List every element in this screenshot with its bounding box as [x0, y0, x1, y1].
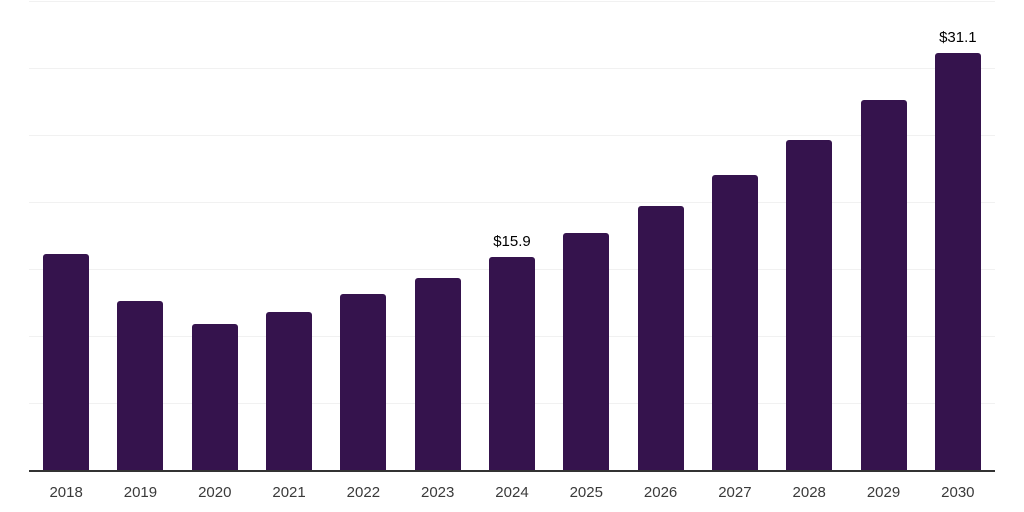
- bar-2023: [414, 278, 461, 470]
- x-axis-line: [29, 470, 995, 472]
- bar-2019: [117, 301, 164, 470]
- data-label-2024: $15.9: [493, 232, 531, 250]
- bar-2027: [711, 175, 758, 470]
- bar-2024: [489, 256, 535, 470]
- bar-2030: [934, 53, 981, 470]
- x-tick-2027: 2027: [718, 484, 752, 501]
- plot-area: $15.9 $31.1: [29, 0, 995, 470]
- x-tick-2030: 2030: [941, 484, 975, 501]
- bar-2028: [786, 140, 833, 470]
- x-tick-2022: 2022: [346, 484, 381, 501]
- x-tick-2025: 2025: [569, 484, 603, 501]
- x-tick-2026: 2026: [643, 484, 678, 501]
- x-tick-2024: 2024: [495, 484, 529, 501]
- gridline: [29, 201, 995, 203]
- x-tick-2021: 2021: [272, 484, 306, 501]
- gridline: [29, 0, 995, 2]
- bar-2021: [266, 311, 313, 470]
- x-tick-2020: 2020: [198, 484, 232, 501]
- bar-2025: [563, 232, 610, 470]
- bar-2022: [340, 294, 387, 470]
- data-label-2030: $31.1: [939, 29, 977, 47]
- bar-2018: [43, 254, 90, 470]
- x-tick-2018: 2018: [49, 484, 83, 501]
- x-axis-labels: 2018 2019 2020 2021 2022 2023 2024 2025 2026 2027…: [29, 470, 995, 512]
- x-tick-2028: 2028: [792, 484, 826, 501]
- bar-2026: [637, 206, 684, 470]
- bar-2029: [860, 100, 907, 470]
- bar-2020: [191, 323, 238, 470]
- x-tick-2023: 2023: [420, 484, 455, 501]
- x-tick-2029: 2029: [866, 484, 901, 501]
- gridline: [29, 134, 995, 136]
- gridline: [29, 67, 995, 69]
- x-tick-2019: 2019: [123, 484, 158, 501]
